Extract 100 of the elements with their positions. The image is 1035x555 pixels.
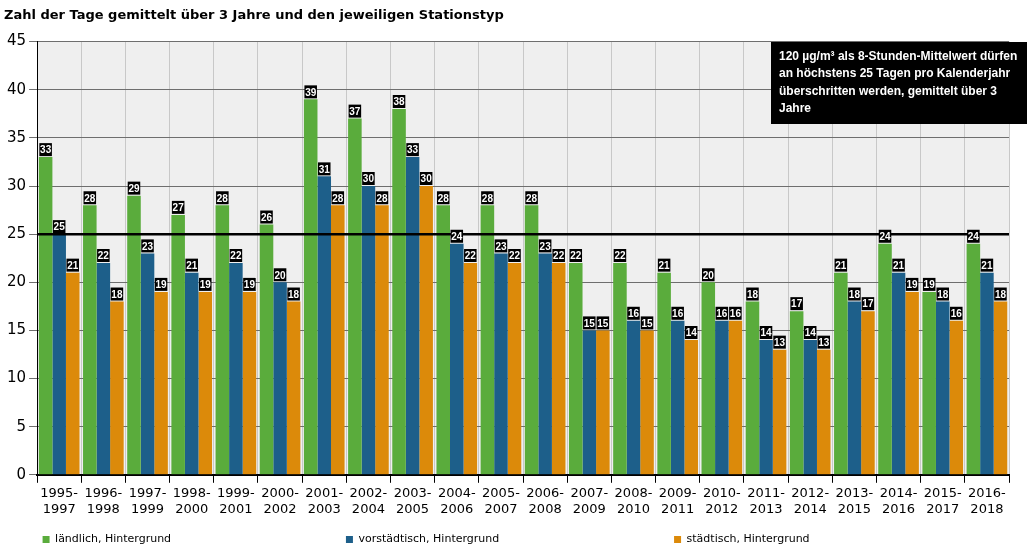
data-label: 13 xyxy=(818,336,830,348)
bar xyxy=(348,118,362,475)
bar xyxy=(626,320,641,475)
data-label: 22 xyxy=(553,250,565,262)
x-tick-label: 2002-2004 xyxy=(349,484,388,516)
data-label: 14 xyxy=(804,327,817,339)
x-tick-label: 2015-2017 xyxy=(923,484,962,516)
data-label: 25 xyxy=(53,221,66,233)
bar xyxy=(701,282,716,475)
bar xyxy=(524,205,539,475)
bar xyxy=(551,263,566,475)
x-tick-label: 2009-2011 xyxy=(658,484,697,516)
bar xyxy=(259,224,274,475)
bar xyxy=(303,99,318,475)
data-label: 19 xyxy=(923,279,936,291)
data-label: 16 xyxy=(627,308,640,320)
data-label: 18 xyxy=(848,288,861,300)
data-label: 21 xyxy=(658,259,671,271)
bar xyxy=(789,311,804,475)
bar xyxy=(286,301,301,475)
y-tick-label: 35 xyxy=(6,127,27,146)
bar xyxy=(198,291,213,475)
data-label: 15 xyxy=(583,317,596,329)
bar xyxy=(640,330,654,475)
bar xyxy=(568,263,583,475)
bar xyxy=(154,291,168,475)
bar xyxy=(171,214,185,475)
data-label: 37 xyxy=(349,105,361,117)
x-tick-label: 2011-2013 xyxy=(747,484,786,516)
x-tick-label: 2006-2008 xyxy=(526,484,565,516)
data-label: 24 xyxy=(879,231,892,243)
data-label: 18 xyxy=(288,288,300,300)
data-label: 31 xyxy=(318,163,331,175)
data-label: 13 xyxy=(774,336,786,348)
data-label: 22 xyxy=(614,250,626,262)
x-tick-label: 2012-2014 xyxy=(791,484,830,516)
bar xyxy=(507,263,522,475)
bar xyxy=(65,272,80,475)
x-tick-label: 1998-2000 xyxy=(172,484,211,516)
data-label: 15 xyxy=(641,317,654,329)
data-label: 26 xyxy=(260,211,273,223)
bar xyxy=(140,253,155,475)
data-label: 16 xyxy=(716,308,728,320)
data-label: 28 xyxy=(216,192,229,204)
data-label: 20 xyxy=(274,269,287,281)
legend-label: städtisch, Hintergrund xyxy=(686,532,971,546)
bar xyxy=(375,205,389,475)
bar xyxy=(684,340,698,475)
data-label: 22 xyxy=(97,250,110,262)
data-label: 28 xyxy=(332,192,344,204)
y-tick-label: 25 xyxy=(6,224,27,243)
bar xyxy=(878,243,892,475)
data-label: 22 xyxy=(570,250,582,262)
data-label: 21 xyxy=(67,259,79,271)
data-label: 16 xyxy=(950,308,963,320)
y-tick-label: 30 xyxy=(6,175,27,194)
bar xyxy=(966,243,981,475)
data-label: 27 xyxy=(172,202,185,214)
x-tick-label: 1997-1999 xyxy=(128,484,167,516)
bar xyxy=(494,253,508,475)
bar xyxy=(816,349,831,475)
bar xyxy=(331,205,345,475)
bar xyxy=(450,243,464,475)
data-label: 18 xyxy=(994,288,1007,300)
bar xyxy=(715,320,729,475)
bar xyxy=(803,340,817,475)
data-label: 28 xyxy=(526,192,538,204)
data-label: 14 xyxy=(685,327,698,339)
data-label: 20 xyxy=(702,269,715,281)
data-label: 19 xyxy=(906,279,919,291)
x-tick-label: 2013-2015 xyxy=(835,484,874,516)
data-label: 23 xyxy=(495,240,507,252)
bar xyxy=(405,157,420,475)
data-label: 17 xyxy=(791,298,803,310)
data-label: 23 xyxy=(539,240,552,252)
bar xyxy=(361,186,376,475)
bar xyxy=(38,157,53,475)
data-label: 16 xyxy=(729,308,742,320)
data-label: 21 xyxy=(892,259,905,271)
legend-label: ländlich, Hintergrund xyxy=(55,532,332,546)
data-label: 38 xyxy=(393,96,406,108)
bar xyxy=(480,205,495,475)
y-tick-label: 45 xyxy=(6,31,27,50)
bar xyxy=(980,272,994,475)
bar xyxy=(613,263,627,475)
data-label: 21 xyxy=(835,259,847,271)
data-label: 19 xyxy=(243,279,256,291)
annotation: 120 µg/m³ als 8-Stunden-Mittelwert dürfen an höchstens 25 Tagen pro Kalenderjahr überschritten werden, gemittelt über 3 Jahre xyxy=(771,42,1027,124)
legend-label: vorstädtisch, Hintergrund xyxy=(358,532,661,546)
data-label: 15 xyxy=(597,317,609,329)
x-tick-label: 1996-1998 xyxy=(84,484,123,516)
x-tick-label: 2014-2016 xyxy=(879,484,918,516)
bar xyxy=(184,272,199,475)
bar xyxy=(538,253,552,475)
bar xyxy=(728,320,743,475)
bar xyxy=(436,205,450,475)
data-label: 21 xyxy=(981,259,993,271)
y-tick-label: 15 xyxy=(6,320,27,339)
y-tick-label: 20 xyxy=(6,272,27,291)
x-tick-label: 2001-2003 xyxy=(305,484,344,516)
